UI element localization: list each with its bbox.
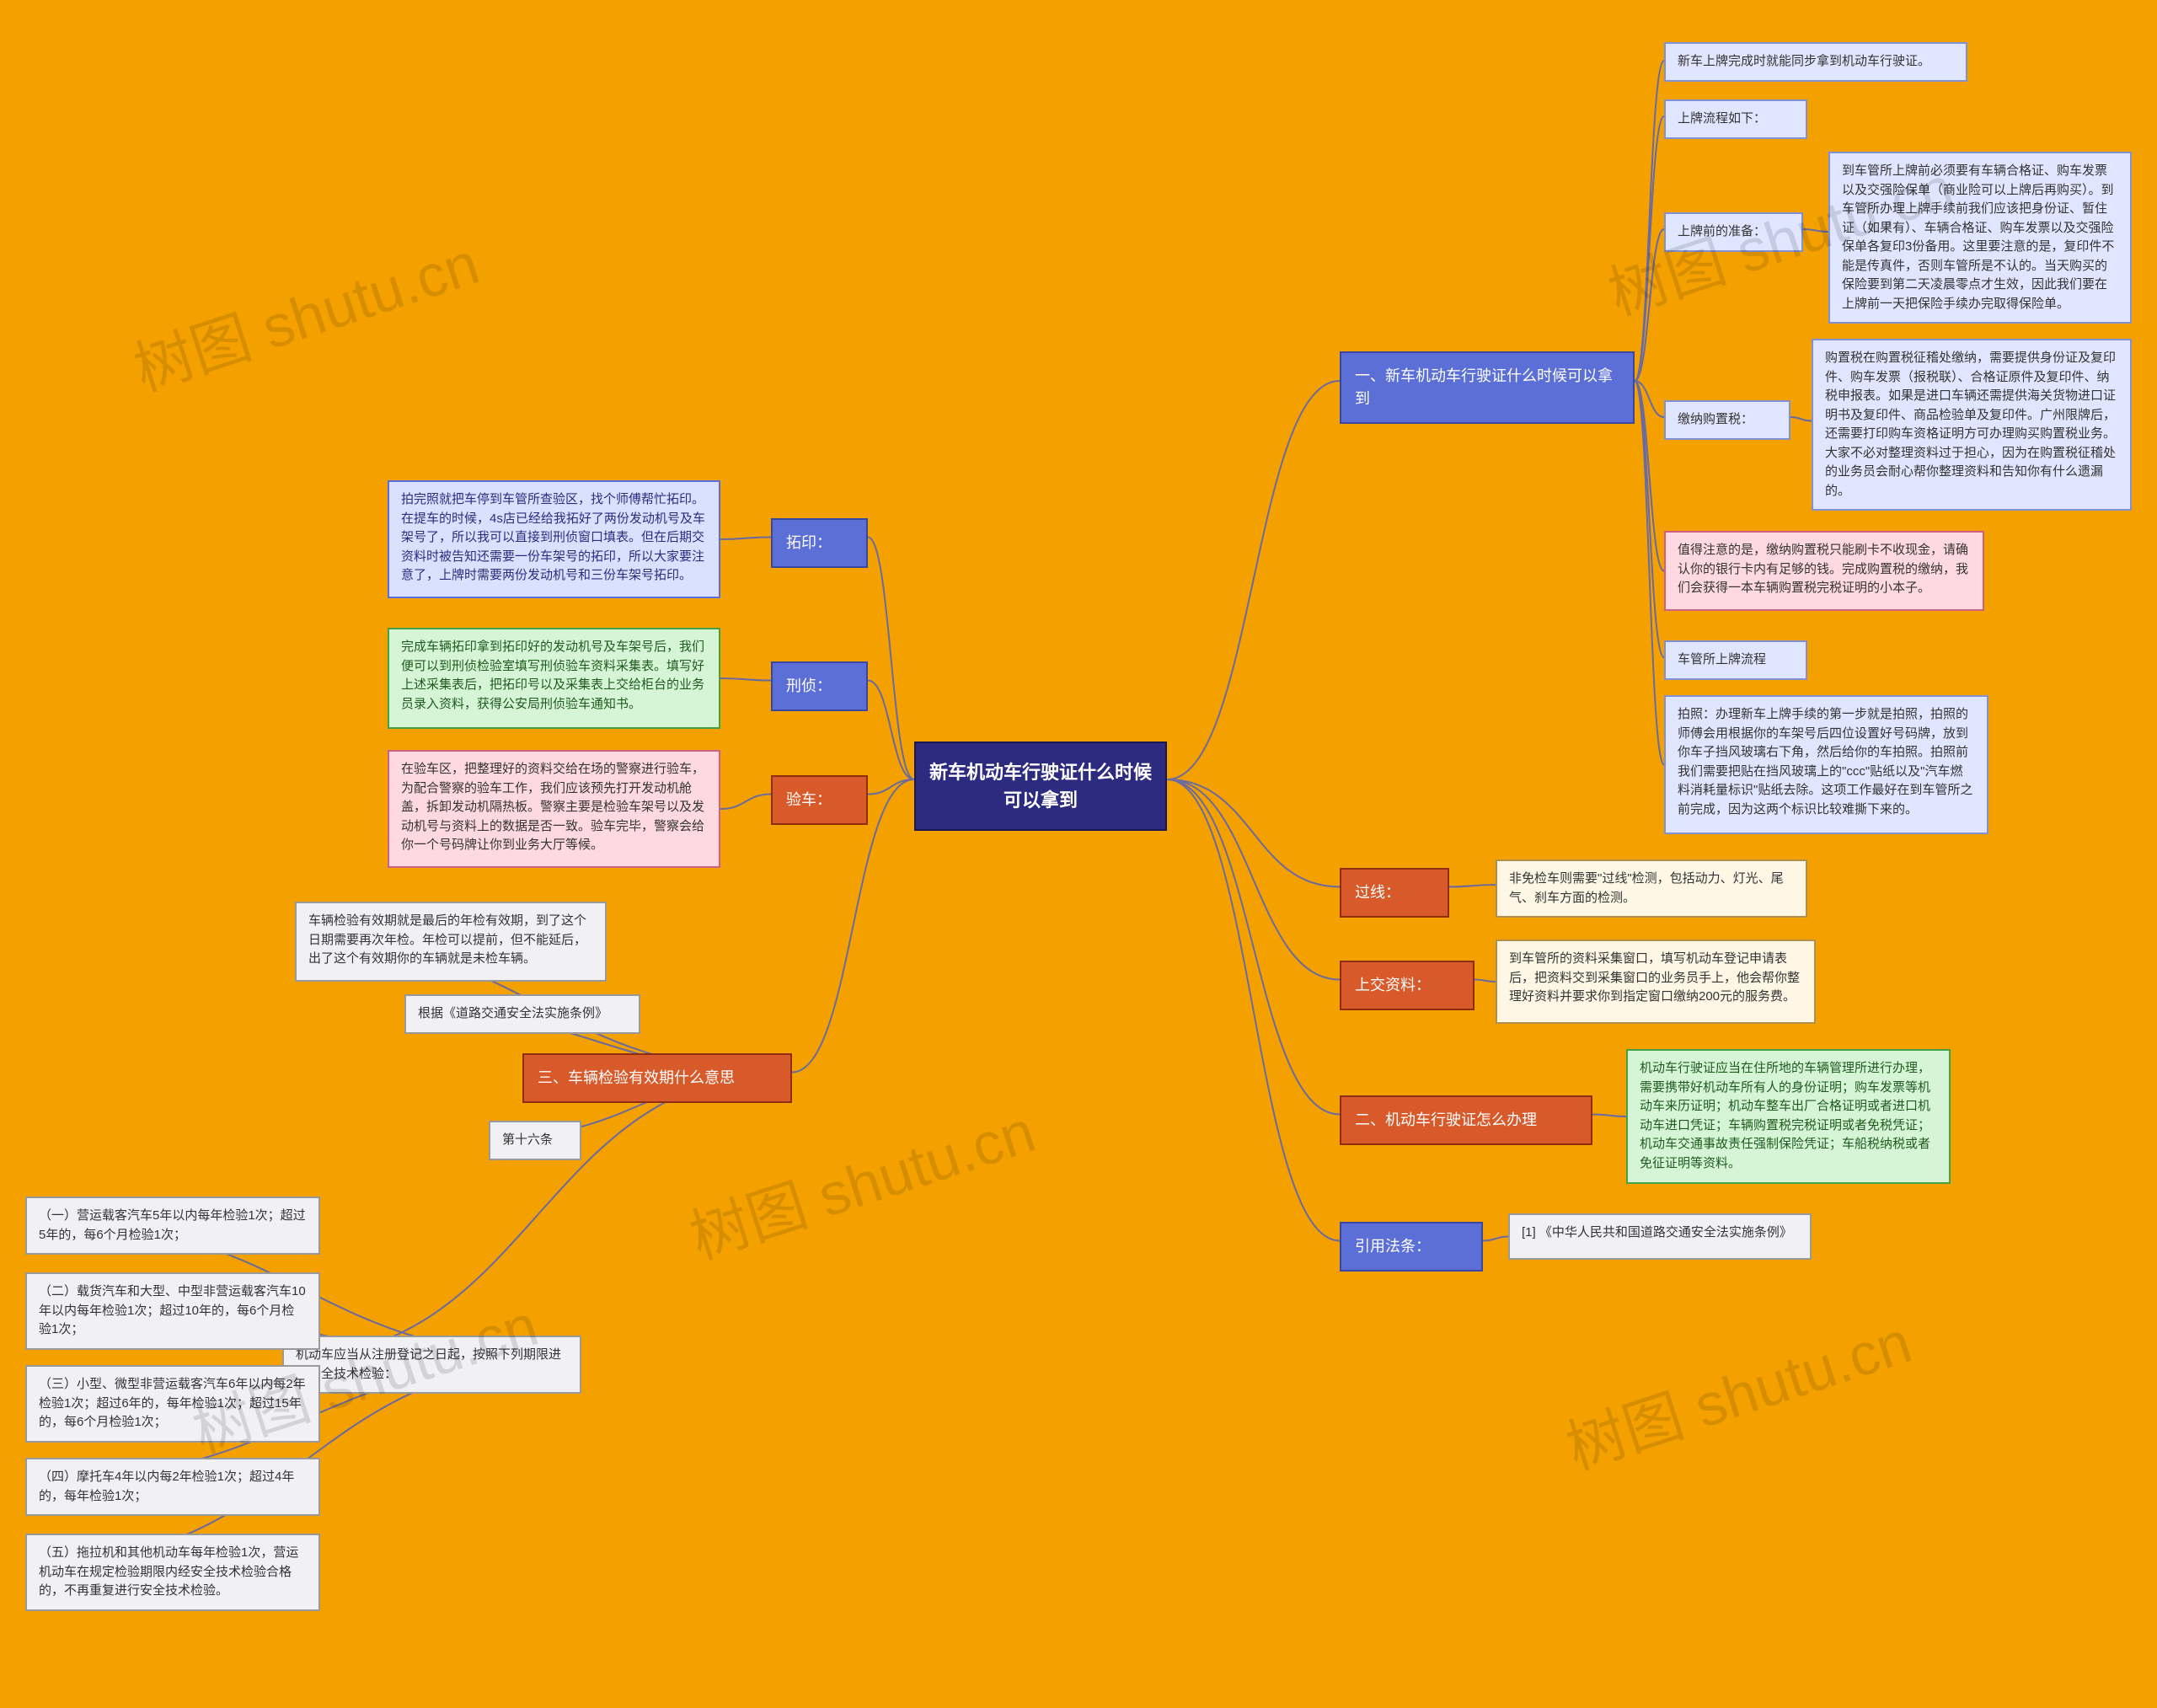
link xyxy=(1635,381,1664,765)
link xyxy=(1449,885,1496,887)
link xyxy=(1635,61,1664,381)
node-s3: 上交资料： xyxy=(1340,961,1475,1010)
node-r1f: 车管所上牌流程 xyxy=(1664,640,1807,680)
node-l4: 三、车辆检验有效期什么意思 xyxy=(522,1053,792,1103)
node-r4a: 机动车行驶证应当在住所地的车辆管理所进行办理，需要携带好机动车所有人的身份证明；… xyxy=(1626,1049,1951,1184)
link xyxy=(1167,779,1340,980)
link xyxy=(720,538,771,540)
node-l4c2: （二）载货汽车和大型、中型非营运载客汽车10年以内每年检验1次；超过10年的，每… xyxy=(25,1272,320,1350)
watermark: 树图 shutu.cn xyxy=(122,217,489,408)
node-r1d: 缴纳购置税： xyxy=(1664,400,1790,440)
node-r1a: 新车上牌完成时就能同步拿到机动车行驶证。 xyxy=(1664,42,1967,82)
link xyxy=(1167,381,1340,779)
watermark: 树图 shutu.cn xyxy=(1555,1295,1921,1486)
node-r1d_leaf: 购置税在购置税征稽处缴纳，需要提供身份证及复印件、购车发票（报税联）、合格证原件… xyxy=(1812,339,2132,511)
node-l2: 刑侦： xyxy=(771,661,868,711)
link xyxy=(1635,381,1664,657)
link xyxy=(1635,381,1664,571)
link xyxy=(868,538,914,780)
link xyxy=(1475,980,1496,983)
watermark: 树图 shutu.cn xyxy=(678,1084,1045,1276)
node-r2a: 非免检车则需要"过线"检测，包括动力、灯光、尾气、刹车方面的检测。 xyxy=(1496,859,1807,918)
node-r1g: 拍照：办理新车上牌手续的第一步就是拍照，拍照的师傅会用根据你的车架号后四位设置好… xyxy=(1664,695,1988,834)
link xyxy=(868,681,914,780)
link xyxy=(1167,779,1340,1241)
node-l3a: 在验车区，把整理好的资料交给在场的警察进行验车，为配合警察的验车工作，我们应该预… xyxy=(388,750,720,868)
link xyxy=(1635,381,1664,417)
node-l1: 拓印： xyxy=(771,518,868,568)
link xyxy=(1592,1115,1626,1117)
node-l1a: 拍完照就把车停到车管所查验区，找个师傅帮忙拓印。在提车的时候，4s店已经给我拓好… xyxy=(388,480,720,598)
link xyxy=(868,779,914,795)
link xyxy=(1167,779,1340,887)
node-root: 新车机动车行驶证什么时候可以拿到 xyxy=(914,742,1167,831)
node-l4h: 车辆检验有效期就是最后的年检有效期，到了这个日期需要再次年检。年检可以提前，但不… xyxy=(295,902,607,982)
node-l4c5: （五）拖拉机和其他机动车每年检验1次，营运机动车在规定检验期限内经安全技术检验合… xyxy=(25,1534,320,1611)
link xyxy=(1483,1237,1508,1241)
node-s4: 二、机动车行驶证怎么办理 xyxy=(1340,1095,1592,1145)
node-l4a: 根据《道路交通安全法实施条例》 xyxy=(404,994,640,1034)
node-r1b: 上牌流程如下： xyxy=(1664,99,1807,139)
node-l3: 验车： xyxy=(771,775,868,825)
node-l2a: 完成车辆拓印拿到拓印好的发动机号及车架号后，我们便可以到刑侦检验室填写刑侦验车资… xyxy=(388,628,720,729)
node-s2: 过线： xyxy=(1340,868,1449,918)
node-r5a: [1] 《中华人民共和国道路交通安全法实施条例》 xyxy=(1508,1213,1812,1260)
node-l4c4: （四）摩托车4年以内每2年检验1次；超过4年的，每年检验1次； xyxy=(25,1458,320,1516)
link xyxy=(720,795,771,810)
link xyxy=(1167,779,1340,1115)
node-r3a: 到车管所的资料采集窗口，填写机动车登记申请表后，把资料交到采集窗口的业务员手上，… xyxy=(1496,940,1816,1024)
node-l4b: 第十六条 xyxy=(489,1121,581,1160)
node-s5: 引用法条： xyxy=(1340,1222,1483,1272)
link xyxy=(720,678,771,681)
node-l4c1: （一）营运载客汽车5年以内每年检验1次；超过5年的，每6个月检验1次； xyxy=(25,1197,320,1255)
node-s1: 一、新车机动车行驶证什么时候可以拿到 xyxy=(1340,351,1635,424)
node-r1e: 值得注意的是，缴纳购置税只能刷卡不收现金，请确认你的银行卡内有足够的钱。完成购置… xyxy=(1664,531,1984,611)
link xyxy=(1790,417,1812,421)
